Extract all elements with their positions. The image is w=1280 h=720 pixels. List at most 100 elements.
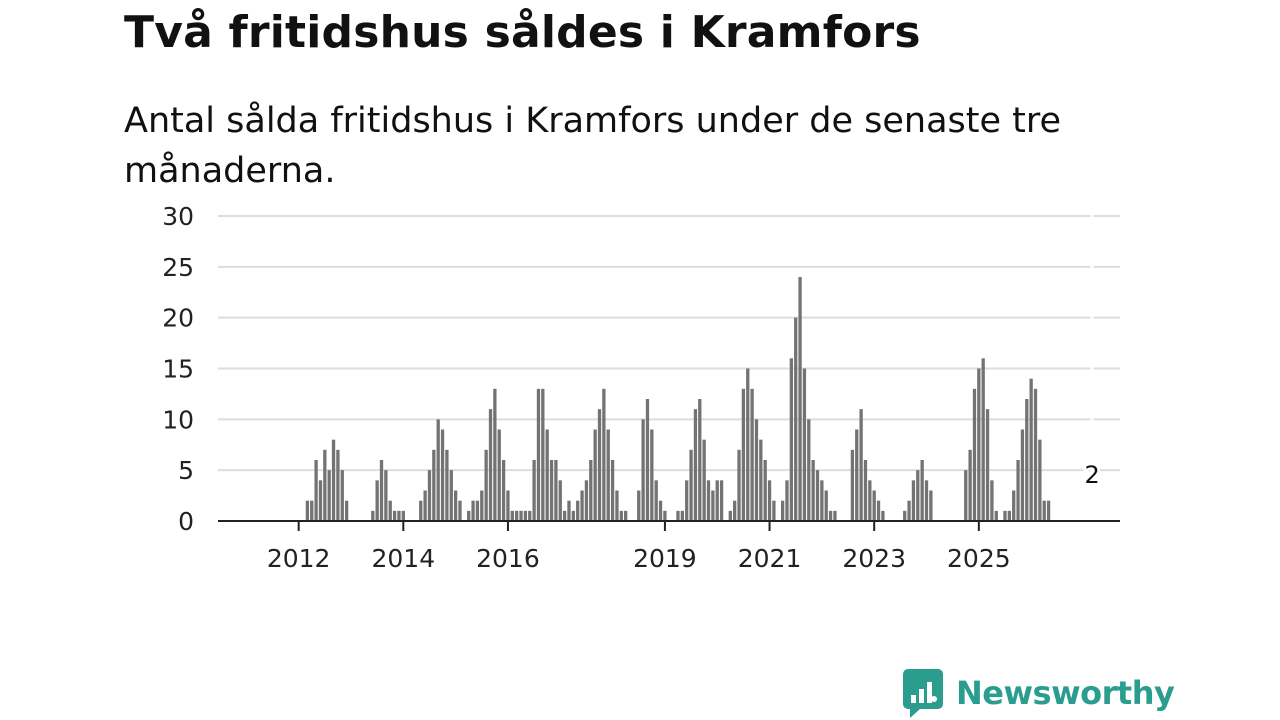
- bar: [619, 510, 623, 521]
- bar: [331, 439, 336, 521]
- bar: [807, 419, 811, 521]
- bar: [536, 388, 541, 521]
- bar: [859, 409, 863, 521]
- bar: [1007, 510, 1011, 521]
- bar: [336, 449, 340, 521]
- bar: [327, 470, 331, 521]
- x-tick-label: 2023: [842, 544, 906, 573]
- bar: [615, 490, 619, 521]
- bar: [798, 277, 802, 521]
- bar: [1029, 378, 1033, 521]
- bar: [445, 449, 449, 521]
- bar: [833, 510, 837, 521]
- bar: [685, 480, 689, 521]
- bar: [379, 460, 384, 521]
- bar: [589, 460, 593, 521]
- bar: [519, 510, 523, 521]
- bar: [419, 500, 423, 521]
- bar: [637, 490, 641, 521]
- bar: [310, 500, 314, 521]
- y-tick-label: 0: [178, 507, 194, 536]
- x-axis: 2012 2014 2016 2019 2021 2023 2025: [218, 520, 1120, 573]
- bar: [868, 480, 872, 521]
- chart-subtitle: Antal sålda fritidshus i Kramfors under …: [124, 101, 1062, 191]
- bar: [549, 460, 554, 521]
- bar: [423, 490, 427, 521]
- y-tick-label: 30: [162, 202, 194, 231]
- bar: [964, 470, 968, 521]
- logo-text: Newsworthy: [956, 674, 1175, 712]
- bar: [990, 480, 994, 521]
- bar: [593, 429, 597, 521]
- bar: [580, 490, 584, 521]
- bar: [602, 388, 606, 521]
- bar: [750, 388, 754, 521]
- bar: [1046, 500, 1051, 521]
- bar: [702, 439, 706, 521]
- bar: [920, 460, 924, 521]
- bar: [475, 500, 480, 521]
- bar: [715, 480, 719, 521]
- bar: [545, 429, 549, 521]
- bar: [567, 500, 571, 521]
- bar: [480, 490, 484, 521]
- y-tick-label: 20: [162, 304, 194, 333]
- bar: [719, 480, 724, 521]
- bar: [907, 500, 911, 521]
- bar: [850, 449, 855, 521]
- bar: [1025, 399, 1029, 521]
- bar: [911, 480, 916, 521]
- bar: [824, 490, 828, 521]
- bar: [523, 510, 528, 521]
- bar: [484, 449, 488, 521]
- bar: [767, 480, 772, 521]
- bar: [658, 500, 663, 521]
- bar: [528, 510, 532, 521]
- bar-chart-speech-bubble-icon: [903, 669, 943, 718]
- bar: [571, 510, 575, 521]
- bar: [401, 510, 405, 521]
- bar: [977, 368, 981, 521]
- bar: [1016, 460, 1020, 521]
- bar: [881, 510, 885, 521]
- bar: [427, 470, 432, 521]
- bar: [754, 419, 759, 521]
- bar: [510, 510, 514, 521]
- x-tick-label: 2012: [267, 544, 331, 573]
- bar: [728, 510, 732, 521]
- bar: [501, 460, 506, 521]
- bar: [994, 510, 998, 521]
- bar: [663, 510, 667, 521]
- bar: [916, 470, 920, 521]
- bar: [532, 460, 536, 521]
- bar: [706, 480, 711, 521]
- x-tick-label: 2019: [633, 544, 697, 573]
- bar: [305, 500, 310, 521]
- bar: [606, 429, 610, 521]
- bars: [305, 277, 1051, 521]
- bar: [1020, 429, 1025, 521]
- bar: [384, 470, 388, 521]
- bar: [449, 470, 453, 521]
- bar: [872, 490, 876, 521]
- bar: [344, 500, 349, 521]
- bar: [650, 429, 654, 521]
- page-title: Två fritidshus såldes i Kramfors: [124, 7, 921, 58]
- bar: [371, 510, 375, 521]
- bar: [815, 470, 820, 521]
- bar: [388, 500, 392, 521]
- bar: [811, 460, 815, 521]
- bar: [493, 388, 497, 521]
- bar: [610, 460, 615, 521]
- bar: [741, 388, 746, 521]
- bar: [855, 429, 859, 521]
- bar: [924, 480, 929, 521]
- bar: [554, 460, 558, 521]
- bar: [789, 358, 793, 521]
- bar: [802, 368, 807, 521]
- bar: [985, 409, 990, 521]
- bar: [1038, 439, 1042, 521]
- bar: [780, 500, 785, 521]
- bar: [340, 470, 344, 521]
